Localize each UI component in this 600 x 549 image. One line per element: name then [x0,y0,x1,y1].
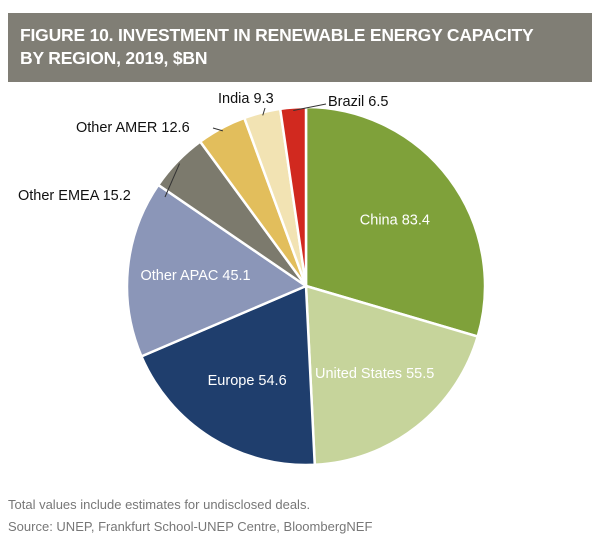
slice-label: Brazil 6.5 [328,94,388,110]
chart-title: FIGURE 10. INVESTMENT IN RENEWABLE ENERG… [20,24,580,70]
pie-slice-europe [139,284,317,467]
leader-line [212,127,223,132]
slice-label: Europe 54.6 [208,373,287,389]
slice-label: China 83.4 [360,213,430,229]
pie-slice-other-apac [125,183,309,359]
leader-line [262,107,266,116]
figure-header: FIGURE 10. INVESTMENT IN RENEWABLE ENERG… [8,13,592,82]
title-line-1: FIGURE 10. INVESTMENT IN RENEWABLE ENERG… [20,25,534,45]
slice-label: United States 55.5 [315,366,434,382]
pie-slice-united-states [304,284,480,467]
slice-label: Other APAC 45.1 [140,268,250,284]
footnote: Total values include estimates for undis… [8,497,311,512]
source-note: Source: UNEP, Frankfurt School-UNEP Cent… [8,519,373,534]
slice-label: Other EMEA 15.2 [18,188,131,204]
slice-label: Other AMER 12.6 [76,120,190,136]
slice-label: India 9.3 [218,91,274,107]
pie-slice-china [304,105,487,339]
leader-line [164,163,181,198]
leader-line [293,103,327,111]
title-line-2: BY REGION, 2019, $BN [20,48,208,68]
pie-slice-brazil [278,105,308,287]
